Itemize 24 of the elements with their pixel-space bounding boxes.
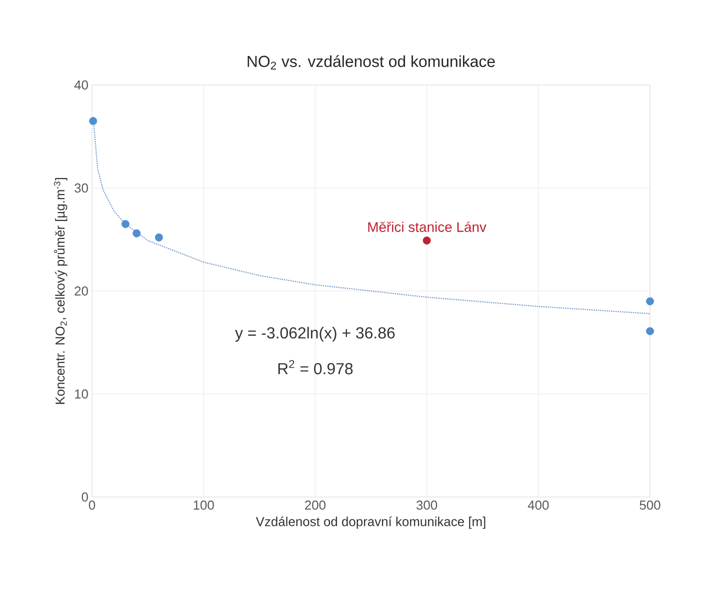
- point: [132, 229, 141, 238]
- x-tick-label: 100: [194, 500, 214, 510]
- y-tick-label: 30: [74, 183, 88, 193]
- x-axis-title: Vzdálenost od dopravní komunikace [m]: [256, 516, 486, 529]
- chart-title: NO$_{2}$ vs. vzdálenost od komunikace: [248, 55, 495, 70]
- annotation: R$^{2}$ = 0.978: [278, 360, 353, 374]
- point: [646, 327, 654, 336]
- point: [422, 236, 431, 245]
- point: [89, 117, 98, 126]
- x-tick-label: 300: [416, 500, 438, 510]
- point: [154, 233, 163, 242]
- y-axis-title: Koncentr. NO$_{2}$, celkový průměr [µg.m$^{-3}$]: [54, 178, 68, 404]
- x-tick-label: 400: [528, 500, 549, 510]
- y-tick-label: 40: [74, 80, 88, 90]
- point: [121, 220, 130, 228]
- series-label: Měřici stanice Lánv: [368, 222, 486, 232]
- y-tick-label: 10: [75, 389, 88, 399]
- annotation: y = -3.062ln(x) + 36.86: [235, 326, 395, 342]
- y-tick-label: 20: [74, 286, 88, 296]
- y-tick-label: 0: [82, 492, 88, 502]
- x-tick-label: 500: [640, 500, 660, 510]
- point: [646, 297, 654, 306]
- x-tick-label: 200: [305, 500, 326, 510]
- x-tick-label: 0: [88, 500, 96, 510]
